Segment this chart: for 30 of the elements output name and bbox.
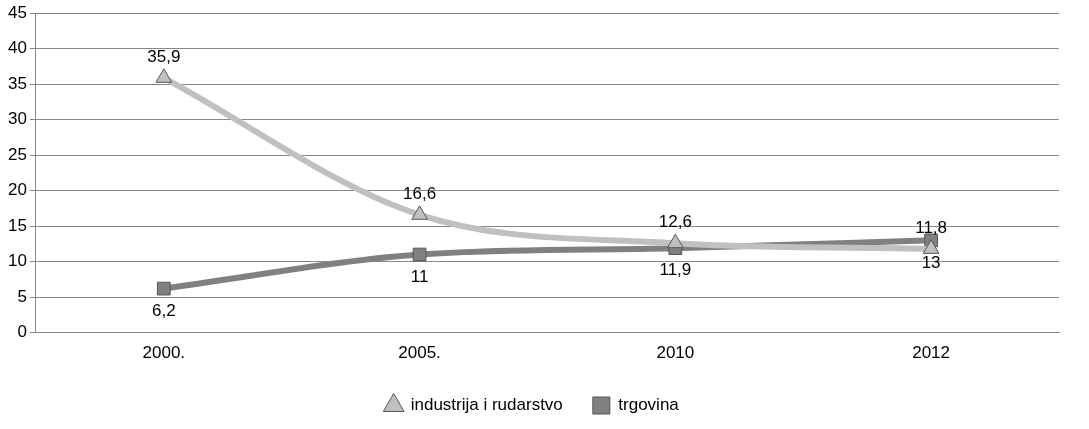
point xyxy=(412,247,427,262)
y-tick-label: 0 xyxy=(17,322,27,342)
y-tick-label: 10 xyxy=(7,251,27,271)
point xyxy=(155,68,173,83)
y-tick-label: 40 xyxy=(7,38,27,58)
legend-label: trgovina xyxy=(618,395,680,415)
y-tick-label: 5 xyxy=(17,286,27,306)
point xyxy=(156,281,171,296)
y-tick-label: 20 xyxy=(7,180,27,200)
point xyxy=(667,233,684,249)
y-tick-label: 45 xyxy=(7,2,27,22)
point xyxy=(922,239,940,254)
y-tick-label: 25 xyxy=(7,144,27,164)
y-tick-label: 30 xyxy=(7,109,27,129)
data-label: 6,2 xyxy=(151,300,176,320)
data-label: 35,9 xyxy=(147,46,181,66)
x-tick-label: 2010 xyxy=(656,343,695,363)
y-tick-label: 35 xyxy=(7,73,27,93)
data-label: 13 xyxy=(921,252,941,272)
data-label: 11,8 xyxy=(915,218,948,238)
data-label: 11,9 xyxy=(659,260,692,280)
x-tick-label: 2012 xyxy=(912,343,951,363)
x-tick-label: 2000. xyxy=(142,343,186,363)
point xyxy=(411,205,428,220)
y-tick-label: 15 xyxy=(7,215,27,235)
data-label: 12,6 xyxy=(658,212,692,232)
x-tick-label: 2005. xyxy=(398,343,441,363)
legend-label: industrija i rudarstvo xyxy=(410,395,563,415)
data-label: 11 xyxy=(410,266,429,286)
data-label: 16,6 xyxy=(403,183,437,203)
